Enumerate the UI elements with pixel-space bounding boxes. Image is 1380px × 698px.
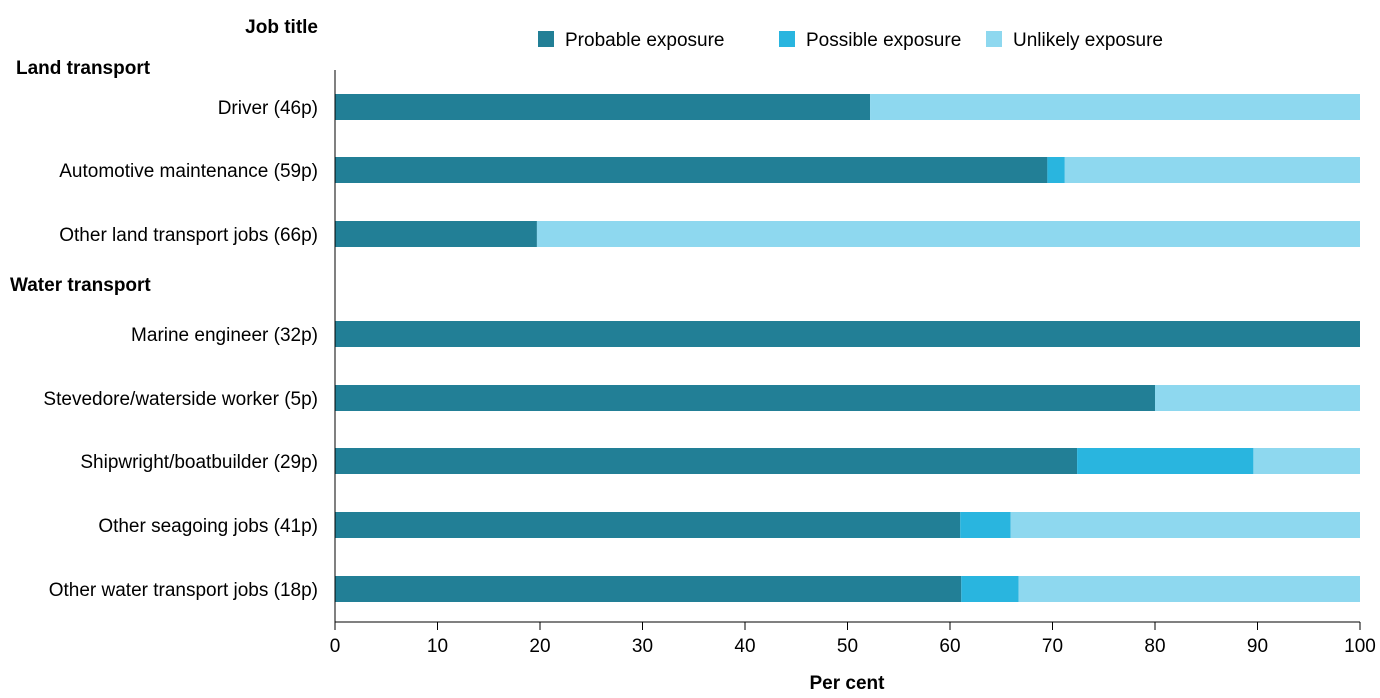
category-label: Stevedore/waterside worker (5p) bbox=[43, 389, 318, 410]
bar-segment-unlikely bbox=[870, 94, 1360, 120]
legend-label-probable: Probable exposure bbox=[565, 30, 725, 51]
group-labels: Land transport Water transport bbox=[10, 58, 151, 296]
bar-segment-probable bbox=[335, 448, 1078, 474]
x-tick-label: 100 bbox=[1344, 636, 1376, 657]
bar-segment-possible bbox=[1077, 448, 1254, 474]
legend-label-possible: Possible exposure bbox=[806, 30, 961, 51]
x-axis-title: Per cent bbox=[810, 673, 886, 693]
x-tick-label: 40 bbox=[734, 636, 755, 657]
x-tick-label: 80 bbox=[1144, 636, 1165, 657]
bar-segment-probable bbox=[335, 512, 961, 538]
category-label: Marine engineer (32p) bbox=[131, 325, 318, 346]
bar-segment-unlikely bbox=[1155, 385, 1360, 411]
bar-segment-probable bbox=[335, 385, 1155, 411]
x-tick-label: 70 bbox=[1042, 636, 1063, 657]
bar-segment-unlikely bbox=[1018, 576, 1360, 602]
bar-segment-probable bbox=[335, 576, 962, 602]
bar-segment-unlikely bbox=[1064, 157, 1360, 183]
legend-swatch-possible bbox=[779, 31, 795, 47]
bars bbox=[335, 94, 1360, 602]
bar-segment-unlikely bbox=[536, 221, 1360, 247]
x-tick-label: 60 bbox=[939, 636, 960, 657]
group-label: Water transport bbox=[10, 275, 151, 296]
bar-segment-probable bbox=[335, 221, 537, 247]
category-label: Other water transport jobs (18p) bbox=[49, 580, 318, 601]
legend-swatch-unlikely bbox=[986, 31, 1002, 47]
bar-segment-possible bbox=[1047, 157, 1065, 183]
bar-segment-possible bbox=[960, 512, 1011, 538]
x-tick-label: 50 bbox=[837, 636, 858, 657]
x-tick-label: 30 bbox=[632, 636, 653, 657]
category-label: Driver (46p) bbox=[218, 98, 318, 119]
y-axis-title: Job title bbox=[245, 17, 318, 38]
category-labels: Driver (46p) Automotive maintenance (59p)… bbox=[43, 98, 318, 601]
x-tick-label: 0 bbox=[330, 636, 341, 657]
bar-segment-possible bbox=[961, 576, 1019, 602]
bar-segment-probable bbox=[335, 157, 1048, 183]
category-label: Automotive maintenance (59p) bbox=[59, 161, 318, 182]
bar-segment-probable bbox=[335, 321, 1360, 347]
category-label: Other land transport jobs (66p) bbox=[59, 225, 318, 246]
legend: Probable exposure Possible exposure Unlike… bbox=[538, 30, 1163, 51]
x-tick-label: 10 bbox=[427, 636, 448, 657]
category-label: Shipwright/boatbuilder (29p) bbox=[80, 452, 318, 473]
bar-segment-probable bbox=[335, 94, 871, 120]
legend-swatch-probable bbox=[538, 31, 554, 47]
legend-label-unlikely: Unlikely exposure bbox=[1013, 30, 1163, 51]
group-label: Land transport bbox=[16, 58, 151, 79]
x-tick-label: 20 bbox=[529, 636, 550, 657]
x-tick-label: 90 bbox=[1247, 636, 1268, 657]
category-label: Other seagoing jobs (41p) bbox=[98, 516, 318, 537]
bar-segment-unlikely bbox=[1253, 448, 1360, 474]
bar-segment-unlikely bbox=[1010, 512, 1360, 538]
x-tick-labels: 0 10 20 30 40 50 60 70 80 90 100 bbox=[330, 622, 1376, 657]
